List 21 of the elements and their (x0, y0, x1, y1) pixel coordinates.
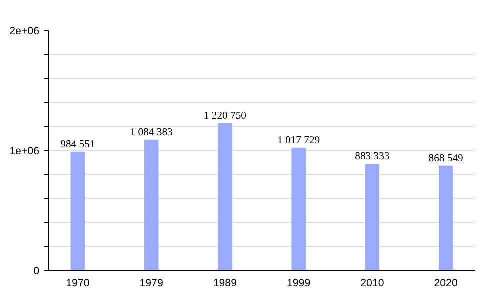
data-label: 1 017 729 (278, 135, 320, 146)
data-label: 868 549 (428, 153, 464, 164)
x-tick-label: 2020 (434, 278, 458, 290)
bar (365, 164, 380, 270)
data-label: 1 084 383 (130, 127, 173, 138)
x-tick-label: 1979 (140, 278, 164, 290)
y-tick-label: 0 (34, 266, 40, 278)
bar (292, 148, 306, 270)
data-label: 984 551 (60, 139, 96, 150)
x-tick-label: 1970 (66, 278, 90, 290)
bar (218, 124, 232, 270)
bar (144, 140, 159, 270)
data-label: 883 333 (355, 152, 390, 162)
x-tick-label: 2010 (360, 278, 384, 290)
bar (438, 166, 454, 270)
x-tick-label: 1999 (286, 278, 311, 290)
bar (70, 152, 86, 270)
y-tick-label: 2e+06 (10, 26, 40, 38)
data-label: 1 220 750 (204, 111, 246, 122)
y-tick-label: 1e+06 (10, 146, 40, 158)
x-tick-label: 1989 (213, 278, 238, 290)
